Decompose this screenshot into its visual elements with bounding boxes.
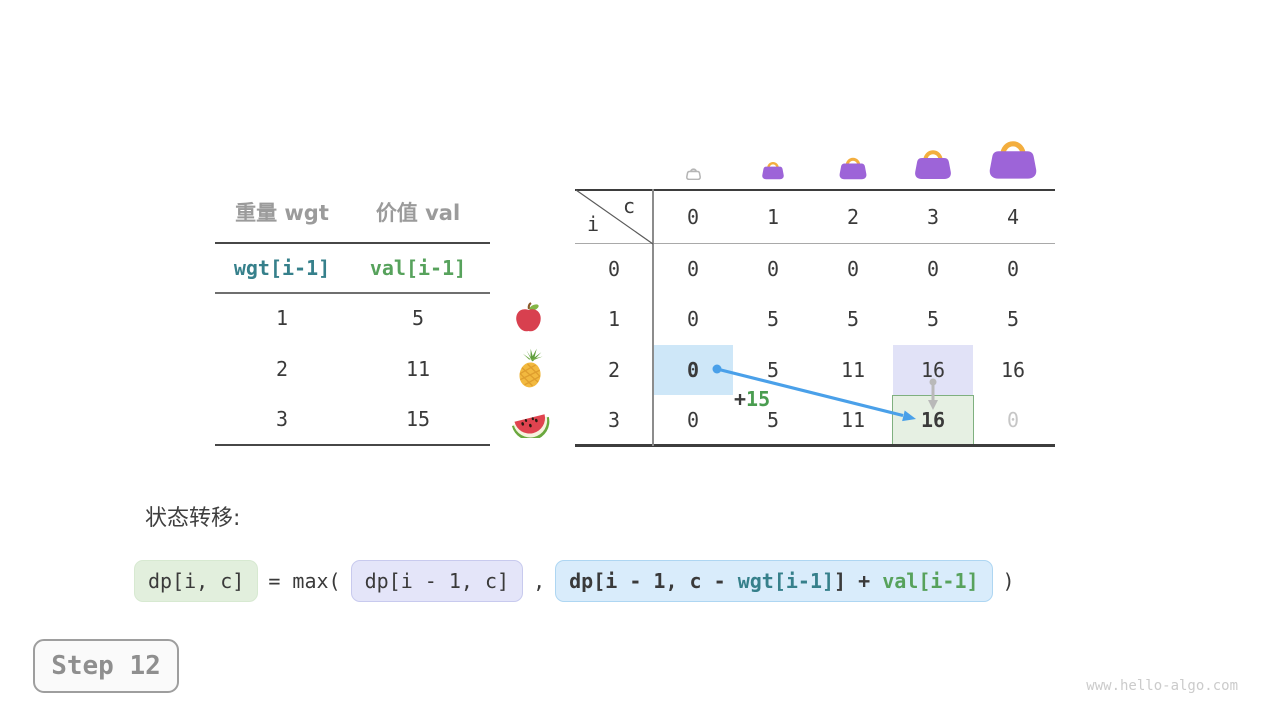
- plus-sign: +: [734, 387, 747, 411]
- watermelon-icon: [511, 414, 550, 438]
- items-subheader-val: val[i-1]: [369, 256, 467, 280]
- dp-cell-0-3: 0: [926, 257, 940, 281]
- formula-arg2-pre: dp[i - 1, c -: [569, 569, 738, 593]
- dp-row-header-0: 0: [607, 257, 621, 281]
- formula-eq-max: = max(: [268, 569, 341, 593]
- dp-col-var: c: [622, 194, 636, 218]
- items-col-weight: 重量 wgt: [235, 201, 329, 225]
- bag-icon-capacity-2: [839, 157, 867, 180]
- watermark: www.hello-algo.com: [1086, 678, 1238, 694]
- dp-row-header-2: 2: [607, 358, 621, 382]
- items-bottom-line: [215, 444, 490, 446]
- item-3-weight: 3: [275, 407, 289, 431]
- item-1-value: 5: [411, 306, 425, 330]
- dp-col-header-3: 3: [926, 205, 940, 229]
- dp-header-line: [575, 243, 1055, 244]
- formula-comma: ,: [533, 569, 546, 593]
- dp-cell-3-4: 0: [1006, 408, 1020, 432]
- dp-cell-3-3: 16: [920, 408, 946, 432]
- dp-cell-0-2: 0: [846, 257, 860, 281]
- bag-icon-capacity-4: [989, 141, 1037, 179]
- items-col-value: 价值 val: [375, 201, 461, 225]
- dp-cell-2-4: 16: [1000, 358, 1026, 382]
- state-transition-formula: dp[i, c] = max( dp[i - 1, c] , dp[i - 1,…: [134, 557, 1025, 605]
- formula-close-paren: ): [1002, 569, 1015, 593]
- dp-cell-1-3: 5: [926, 307, 940, 331]
- dp-cell-0-1: 0: [766, 257, 780, 281]
- state-transition-label: 状态转移:: [145, 506, 241, 531]
- step-badge: Step 12: [33, 639, 179, 693]
- dp-row-header-3: 3: [607, 408, 621, 432]
- dp-col-header-0: 0: [686, 205, 700, 229]
- item-2-value: 11: [405, 357, 431, 381]
- formula-arg1: dp[i - 1, c]: [350, 560, 524, 602]
- formula-arg2: dp[i - 1, c - wgt[i-1]] + val[i-1]: [555, 560, 993, 602]
- dp-cell-1-0: 0: [686, 307, 700, 331]
- items-subheader-wgt: wgt[i-1]: [233, 256, 331, 280]
- dp-cell-1-1: 5: [766, 307, 780, 331]
- item-3-value: 15: [405, 407, 431, 431]
- dp-cell-2-3: 16: [920, 358, 946, 382]
- item-2-weight: 2: [275, 357, 289, 381]
- dp-cell-3-2: 11: [840, 408, 866, 432]
- dp-col-header-1: 1: [766, 205, 780, 229]
- formula-lhs: dp[i, c]: [134, 560, 259, 602]
- bag-icon-capacity-1: [762, 161, 784, 180]
- gain-value: 15: [746, 387, 771, 411]
- dp-col-header-2: 2: [846, 205, 860, 229]
- item-1-weight: 1: [275, 306, 289, 330]
- dp-top-line: [575, 189, 1055, 191]
- dp-cell-1-4: 5: [1006, 307, 1020, 331]
- dp-col-header-4: 4: [1006, 205, 1020, 229]
- dp-cell-1-2: 5: [846, 307, 860, 331]
- bag-icon-capacity-3: [915, 150, 951, 179]
- dp-cell-0-0: 0: [686, 257, 700, 281]
- dp-cell-3-0: 0: [686, 408, 700, 432]
- value-gain-annotation: +15: [734, 387, 770, 411]
- dp-bottom-line: [575, 444, 1055, 447]
- dp-row-header-1: 1: [607, 307, 621, 331]
- dp-cell-2-2: 11: [840, 358, 866, 382]
- dp-cell-0-4: 0: [1006, 257, 1020, 281]
- formula-arg2-mid: ] +: [834, 569, 883, 593]
- formula-arg2-wgt: wgt[i-1]: [737, 569, 835, 593]
- dp-corner-diagonal: [575, 189, 654, 245]
- pineapple-icon: [519, 348, 543, 388]
- formula-arg2-val: val[i-1]: [882, 569, 979, 593]
- items-subheader-line: [215, 292, 490, 294]
- dp-vertical-line: [652, 189, 654, 446]
- items-header-line: [215, 242, 490, 244]
- dp-cell-2-0: 0: [686, 358, 700, 382]
- dp-row-var: i: [586, 212, 600, 236]
- apple-icon: [516, 302, 541, 332]
- bag-icon-capacity-0: [686, 168, 701, 180]
